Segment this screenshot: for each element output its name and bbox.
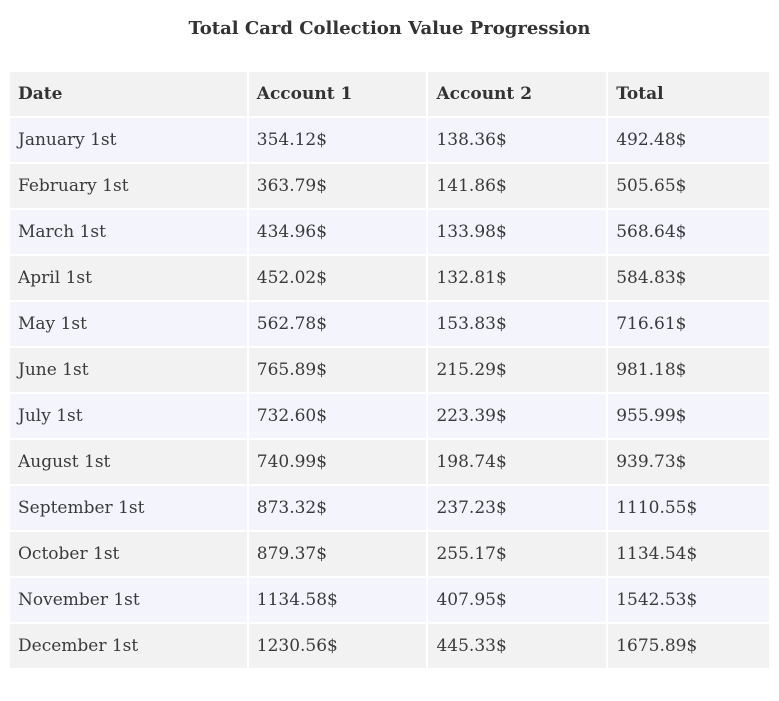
table-row: December 1st 1230.56$ 445.33$ 1675.89$ [10,624,769,668]
cell-account-2: 132.81$ [428,256,607,300]
cell-account-1: 434.96$ [248,210,427,254]
cell-total: 1675.89$ [608,624,769,668]
cell-account-2: 255.17$ [428,532,607,576]
cell-total: 716.61$ [608,302,769,346]
table-row: August 1st 740.99$ 198.74$ 939.73$ [10,440,769,484]
cell-total: 568.64$ [608,210,769,254]
cell-account-1: 873.32$ [248,486,427,530]
table-header-row: Date Account 1 Account 2 Total [10,72,769,116]
cell-date: July 1st [10,394,247,438]
cell-total: 1134.54$ [608,532,769,576]
cell-total: 1542.53$ [608,578,769,622]
cell-date: February 1st [10,164,247,208]
cell-date: May 1st [10,302,247,346]
cell-date: November 1st [10,578,247,622]
cell-account-1: 562.78$ [248,302,427,346]
table-row: April 1st 452.02$ 132.81$ 584.83$ [10,256,769,300]
cell-date: March 1st [10,210,247,254]
cell-account-2: 153.83$ [428,302,607,346]
header-account-1: Account 1 [248,72,427,116]
cell-total: 492.48$ [608,118,769,162]
cell-account-1: 879.37$ [248,532,427,576]
cell-account-2: 141.86$ [428,164,607,208]
cell-date: January 1st [10,118,247,162]
cell-total: 955.99$ [608,394,769,438]
table-row: July 1st 732.60$ 223.39$ 955.99$ [10,394,769,438]
table-row: March 1st 434.96$ 133.98$ 568.64$ [10,210,769,254]
cell-account-2: 407.95$ [428,578,607,622]
table-row: October 1st 879.37$ 255.17$ 1134.54$ [10,532,769,576]
cell-date: April 1st [10,256,247,300]
header-date: Date [10,72,247,116]
cell-date: September 1st [10,486,247,530]
cell-total: 505.65$ [608,164,769,208]
cell-account-1: 354.12$ [248,118,427,162]
cell-total: 584.83$ [608,256,769,300]
table-row: November 1st 1134.58$ 407.95$ 1542.53$ [10,578,769,622]
cell-account-1: 452.02$ [248,256,427,300]
table-row: January 1st 354.12$ 138.36$ 492.48$ [10,118,769,162]
table-row: September 1st 873.32$ 237.23$ 1110.55$ [10,486,769,530]
cell-account-1: 740.99$ [248,440,427,484]
cell-account-1: 1230.56$ [248,624,427,668]
cell-date: December 1st [10,624,247,668]
cell-account-2: 215.29$ [428,348,607,392]
table-row: June 1st 765.89$ 215.29$ 981.18$ [10,348,769,392]
cell-total: 939.73$ [608,440,769,484]
cell-account-1: 765.89$ [248,348,427,392]
cell-account-2: 198.74$ [428,440,607,484]
cell-account-2: 133.98$ [428,210,607,254]
cell-account-1: 363.79$ [248,164,427,208]
cell-total: 1110.55$ [608,486,769,530]
header-total: Total [608,72,769,116]
cell-total: 981.18$ [608,348,769,392]
cell-date: August 1st [10,440,247,484]
cell-account-2: 237.23$ [428,486,607,530]
cell-date: June 1st [10,348,247,392]
cell-date: October 1st [10,532,247,576]
collection-value-table: Date Account 1 Account 2 Total January 1… [8,70,771,670]
table-row: February 1st 363.79$ 141.86$ 505.65$ [10,164,769,208]
cell-account-1: 1134.58$ [248,578,427,622]
page-title: Total Card Collection Value Progression [188,18,591,39]
cell-account-1: 732.60$ [248,394,427,438]
header-account-2: Account 2 [428,72,607,116]
table-row: May 1st 562.78$ 153.83$ 716.61$ [10,302,769,346]
cell-account-2: 138.36$ [428,118,607,162]
cell-account-2: 445.33$ [428,624,607,668]
cell-account-2: 223.39$ [428,394,607,438]
